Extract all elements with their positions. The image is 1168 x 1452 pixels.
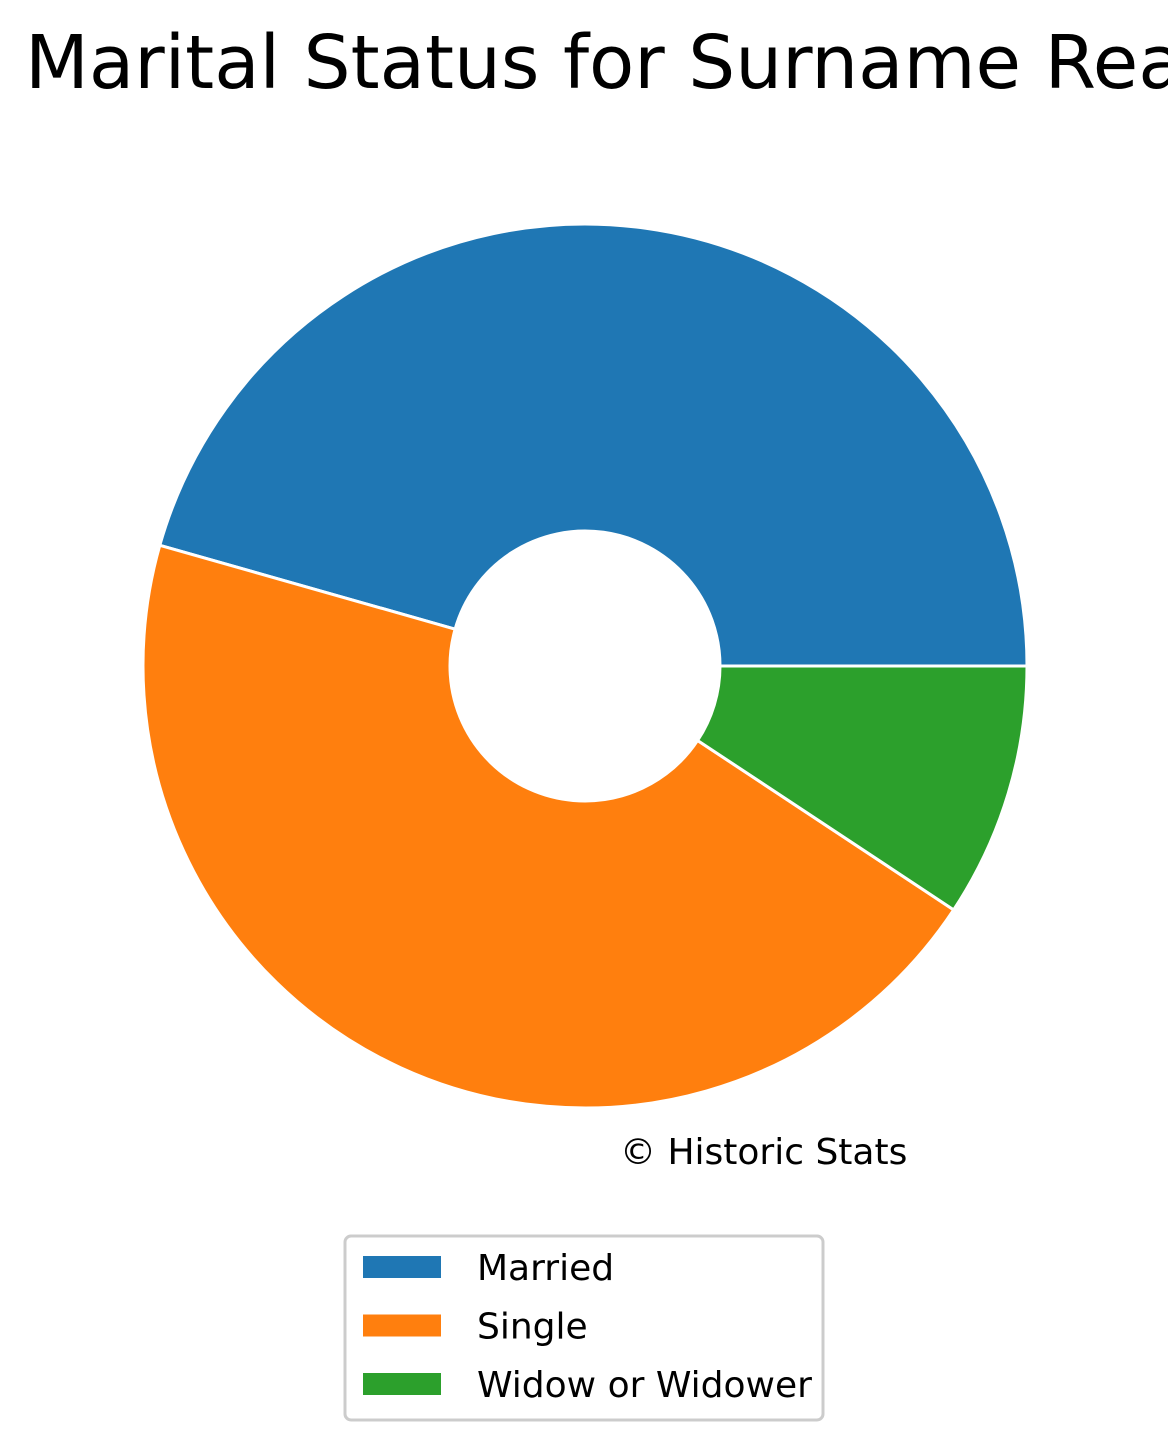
slice: [696, 664, 1029, 912]
legend-swatch: [363, 1314, 441, 1337]
chart-title: Marital Status for Surname Rea: [25, 20, 1168, 106]
legend-swatch: [363, 1373, 441, 1395]
slice: [158, 222, 1029, 668]
donut: [141, 222, 1029, 1110]
legend-label: Widow or Widower: [477, 1365, 812, 1406]
slice: [141, 543, 956, 1110]
legend-items: Married Single Widow or Widower: [363, 1248, 812, 1406]
legend-label: Single: [477, 1307, 588, 1348]
legend-swatch: [363, 1256, 441, 1278]
legend-label: Married: [477, 1248, 614, 1289]
source-note: © Historic Stats: [620, 1132, 907, 1173]
legend: [343, 1234, 825, 1422]
